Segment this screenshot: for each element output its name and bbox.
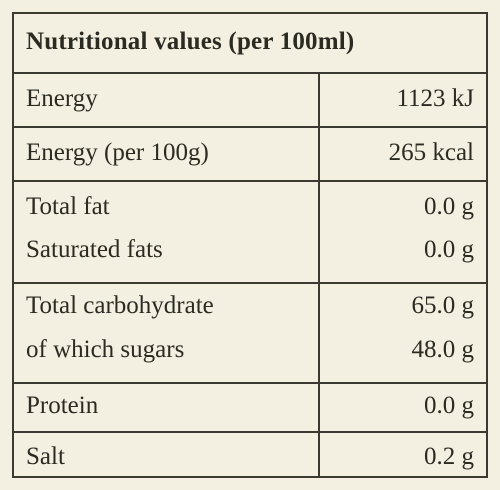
table-border [12, 12, 488, 478]
nutrient-label: Salt [26, 443, 65, 470]
nutrient-value: 265 kcal [388, 139, 474, 166]
row-divider [12, 72, 488, 74]
nutrient-label: Total carbohydrate [26, 292, 214, 319]
column-divider [318, 72, 320, 478]
row-divider [12, 382, 488, 384]
nutrient-label: Energy [26, 85, 98, 112]
row-divider [12, 180, 488, 182]
nutrient-value: 0.0 g [424, 392, 474, 419]
nutrient-value: 1123 kJ [396, 85, 474, 112]
row-divider [12, 282, 488, 284]
nutrient-value: 0.0 g [424, 236, 474, 263]
nutrient-label: Saturated fats [26, 236, 163, 263]
nutrient-value: 48.0 g [411, 336, 475, 363]
nutrient-value: 0.0 g [424, 193, 474, 220]
nutrient-label: Energy (per 100g) [26, 139, 209, 166]
row-divider [12, 431, 488, 433]
nutrient-label: Protein [26, 392, 99, 419]
table-title: Nutritional values (per 100ml) [26, 28, 355, 55]
nutrient-value: 0.2 g [424, 443, 474, 470]
nutrient-label: Total fat [26, 193, 110, 220]
row-divider [12, 126, 488, 128]
nutrient-label: of which sugars [26, 336, 185, 363]
nutrient-value: 65.0 g [411, 292, 475, 319]
